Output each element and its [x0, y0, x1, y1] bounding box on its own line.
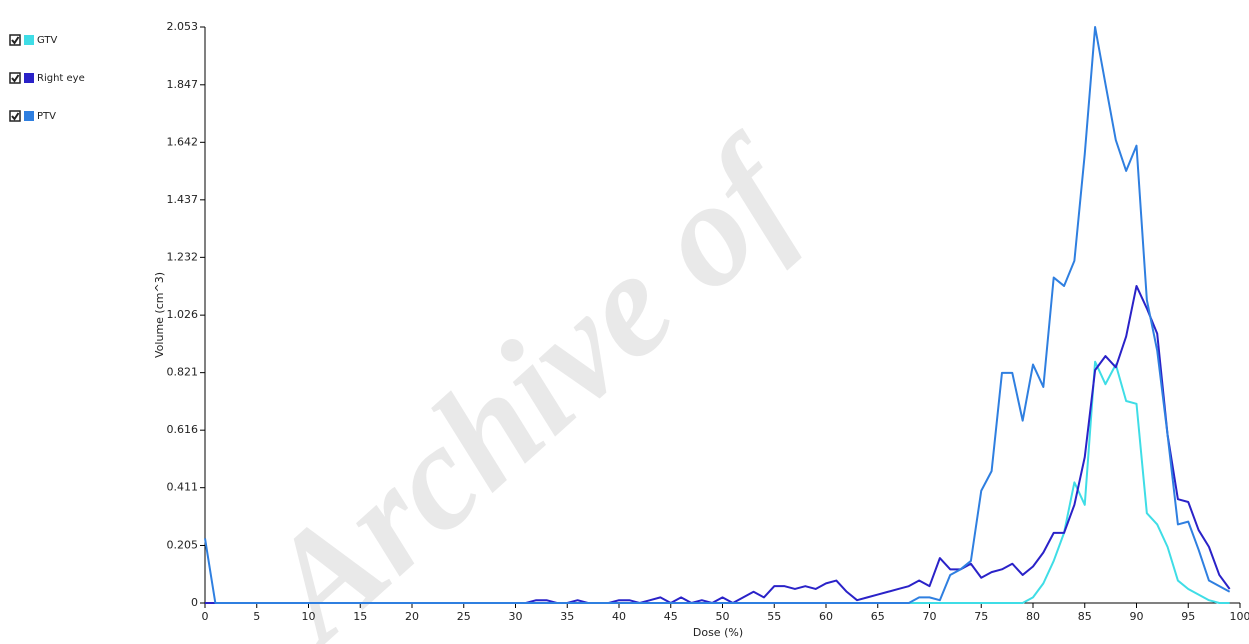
x-tick-label: 55	[767, 610, 781, 623]
x-tick-label: 0	[202, 610, 209, 623]
legend-checkbox[interactable]	[9, 72, 21, 84]
x-tick-label: 10	[302, 610, 316, 623]
x-tick-label: 25	[457, 610, 471, 623]
series-line	[204, 26, 1231, 604]
legend-swatch	[24, 111, 34, 121]
x-tick-label: 50	[716, 610, 730, 623]
legend-label: GTV	[37, 35, 58, 46]
x-tick-label: 65	[871, 610, 885, 623]
legend-check	[11, 36, 20, 45]
x-axis-label: Dose (%)	[693, 626, 743, 639]
x-tick-label: 60	[819, 610, 833, 623]
x-tick-label: 40	[612, 610, 626, 623]
x-tick-label: 100	[1230, 610, 1249, 623]
y-tick-label: 1.437	[167, 193, 199, 206]
watermark: Archive of	[228, 106, 835, 644]
legend-swatch	[24, 73, 34, 83]
y-tick-label: 1.642	[167, 135, 199, 148]
x-tick-label: 15	[353, 610, 367, 623]
x-tick-label: 30	[509, 610, 523, 623]
legend-label: PTV	[37, 111, 56, 122]
legend-check	[11, 112, 20, 121]
x-tick-label: 35	[560, 610, 574, 623]
x-tick-label: 80	[1026, 610, 1040, 623]
y-tick-label: 2.053	[167, 20, 199, 33]
legend-check	[11, 74, 20, 83]
y-tick-label: 0	[191, 596, 198, 609]
legend-label: Right eye	[37, 73, 85, 84]
x-tick-label: 5	[253, 610, 260, 623]
y-tick-label: 1.847	[167, 78, 199, 91]
y-tick-label: 0.411	[167, 481, 199, 494]
x-tick-label: 70	[923, 610, 937, 623]
x-tick-label: 85	[1078, 610, 1092, 623]
x-tick-label: 20	[405, 610, 419, 623]
x-tick-label: 95	[1181, 610, 1195, 623]
y-tick-label: 0.616	[167, 423, 199, 436]
y-tick-label: 1.026	[167, 308, 199, 321]
x-tick-label: 45	[664, 610, 678, 623]
x-tick-label: 75	[974, 610, 988, 623]
y-axis-label: Volume (cm^3)	[153, 272, 166, 358]
y-tick-label: 0.821	[167, 366, 199, 379]
legend-swatch	[24, 35, 34, 45]
y-tick-label: 0.205	[167, 538, 199, 551]
legend-checkbox[interactable]	[9, 34, 21, 46]
y-tick-label: 1.232	[167, 250, 199, 263]
x-tick-label: 90	[1130, 610, 1144, 623]
legend-checkbox[interactable]	[9, 110, 21, 122]
